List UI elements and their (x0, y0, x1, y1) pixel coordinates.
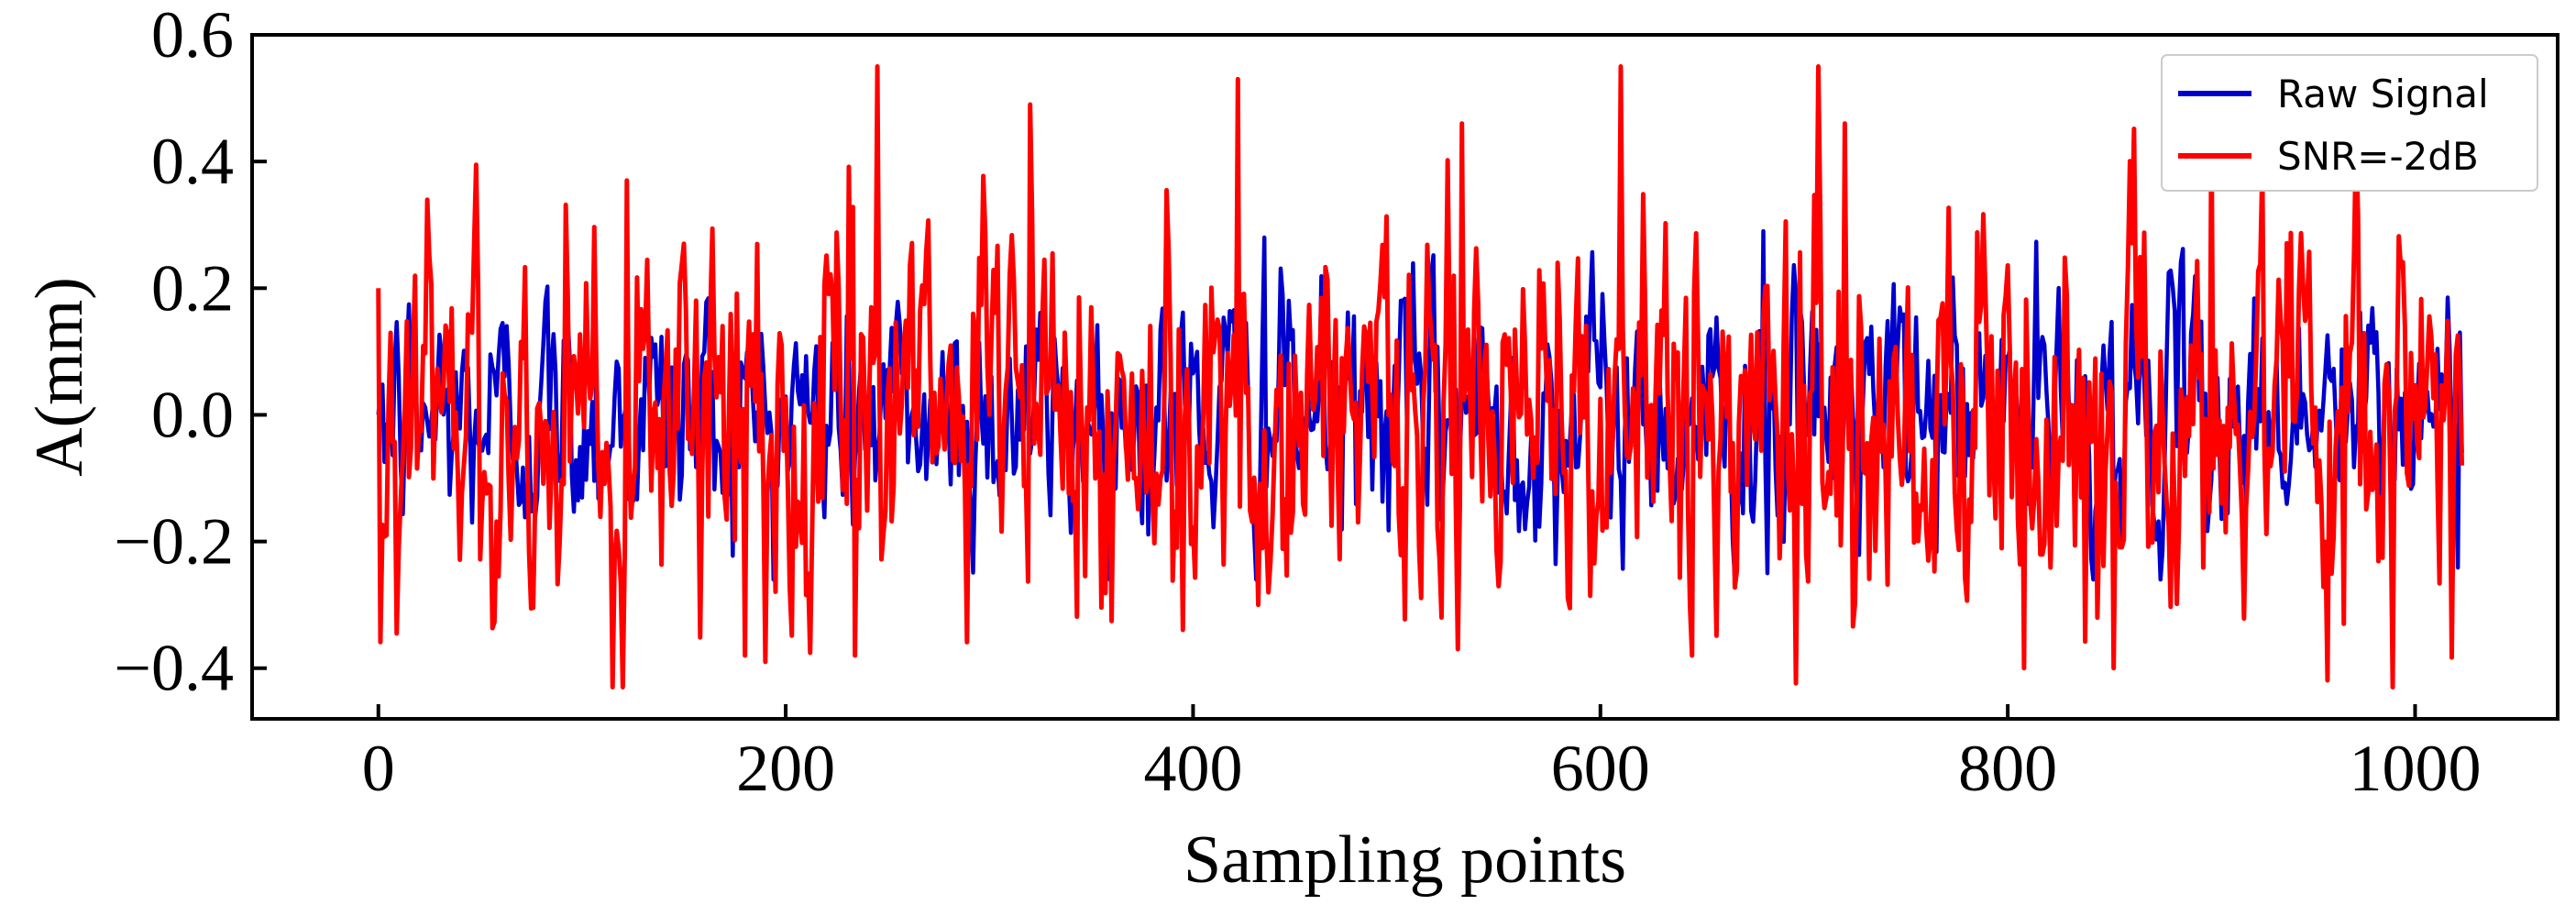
x-tick-label: 800 (1958, 732, 2057, 805)
x-tick-label: 400 (1143, 732, 1242, 805)
ticks-layer: 0 200 400 600 800 1000 −0.4 −0.2 0.0 0.2 0.4 0.6 (114, 0, 2481, 805)
series-layer (376, 64, 2465, 690)
plot-frame (250, 33, 2559, 721)
y-tick-label: 0.2 (151, 251, 234, 325)
x-axis-title: Sampling points (1183, 822, 1626, 898)
y-axis-title: A(mm) (22, 277, 97, 477)
x-tick-label: 1000 (2349, 732, 2481, 805)
x-tick-label: 600 (1551, 732, 1650, 805)
x-tick-label: 0 (362, 732, 395, 805)
legend-label-snr: SNR=-2dB (2277, 134, 2479, 179)
y-tick-label: 0.4 (151, 125, 234, 198)
x-tick-label: 200 (736, 732, 835, 805)
y-tick-label: −0.4 (114, 632, 234, 705)
y-tick-label: 0.0 (151, 378, 234, 451)
y-tick-label: −0.2 (114, 505, 234, 579)
legend-label-raw-signal: Raw Signal (2277, 72, 2489, 116)
legend-box (2161, 54, 2538, 192)
legend: Raw Signal SNR=-2dB (2161, 54, 2538, 192)
y-tick-label: 0.6 (151, 0, 234, 72)
series-line-snr (376, 64, 2465, 690)
